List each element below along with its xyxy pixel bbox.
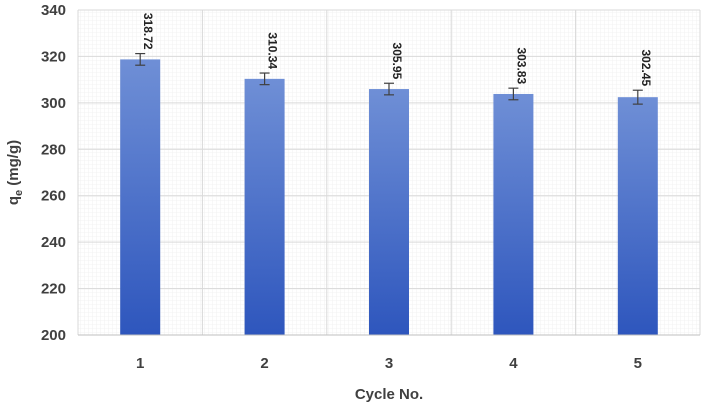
y-axis-title-rest: (mg/g) — [5, 140, 22, 190]
x-tick-label: 3 — [385, 355, 393, 372]
y-axis-title: qe (mg/g) — [5, 140, 25, 205]
y-tick-label: 200 — [41, 327, 66, 344]
data-label: 318.72 — [141, 13, 155, 50]
bar — [493, 93, 534, 336]
bar — [369, 89, 409, 335]
y-tick-label: 320 — [41, 48, 66, 65]
data-label: 302.45 — [639, 50, 653, 87]
bar — [617, 97, 658, 335]
bar — [244, 78, 285, 335]
x-tick-label: 1 — [136, 355, 144, 372]
y-tick-label: 220 — [41, 281, 66, 298]
data-label: 310.34 — [266, 32, 280, 69]
y-axis-title-subscript: e — [13, 190, 25, 196]
y-tick-label: 340 — [41, 2, 66, 19]
x-tick-label: 5 — [634, 355, 642, 372]
y-tick-label: 280 — [41, 141, 66, 158]
y-tick-label: 260 — [41, 188, 66, 205]
data-label: 303.83 — [514, 47, 528, 84]
data-label: 305.95 — [390, 43, 404, 80]
axes: 200 220 240 260 280 300 320 340 1 2 3 4 5 — [41, 2, 700, 372]
y-tick-label: 240 — [41, 234, 66, 251]
bar — [120, 59, 161, 336]
y-tick-label: 300 — [41, 95, 66, 112]
bars: 318.72 310.34 305.95 303.83 302.45 — [120, 13, 658, 336]
y-axis-title-main: q — [5, 196, 22, 205]
x-tick-label: 2 — [260, 355, 268, 372]
x-tick-label: 4 — [509, 355, 518, 372]
x-axis-title: Cycle No. — [355, 386, 423, 403]
